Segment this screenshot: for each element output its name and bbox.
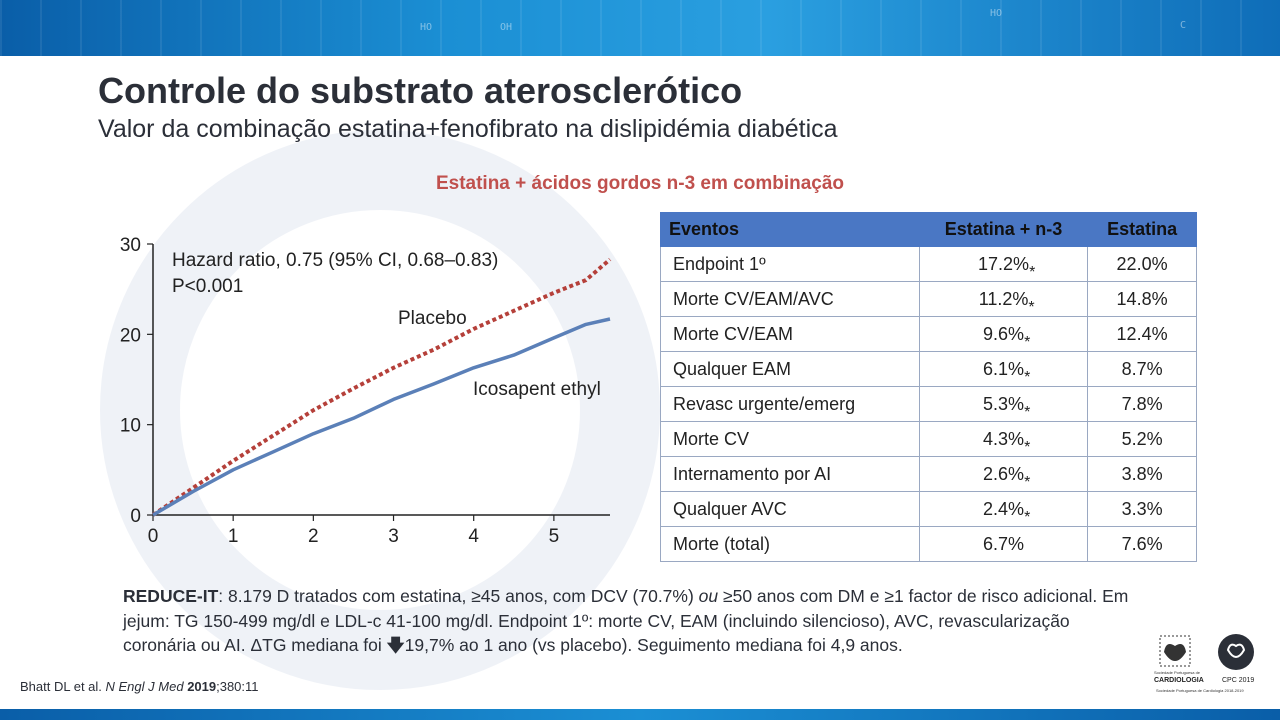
header-estatina-n3: Estatina + n-3 [918,212,1089,247]
table-row: Endpoint 1º 17.2% * 22.0% [660,246,1197,282]
event-label: Qualquer AVC [660,491,920,527]
hazard-ratio-annotation: Hazard ratio, 0.75 (95% CI, 0.68–0.83) [172,250,498,271]
down-arrow-icon: 🡇 [386,635,405,655]
footnote-text: 19,7% ao 1 ano (vs placebo). Seguimento … [404,635,903,655]
significance-star: * [1024,439,1031,456]
event-label: Morte CV/EAM/AVC [660,281,920,317]
table-header-row: Eventos Estatina + n-3 Estatina [660,212,1197,247]
combo-cell: 5.3% * [918,386,1089,422]
footnote-text: ≥50 anos com DM e ≥1 factor de risco adi… [123,586,1129,655]
event-label: Qualquer EAM [660,351,920,387]
significance-star: * [1028,299,1035,316]
events-table: Eventos Estatina + n-3 Estatina Endpoint… [660,212,1197,562]
event-label: Morte CV [660,421,920,457]
event-label: Morte CV/EAM [660,316,920,352]
y-tick-label: 0 [130,506,141,527]
table-row: Internamento por AI 2.6% * 3.8% [660,456,1197,492]
significance-star: * [1024,404,1031,421]
x-tick-label: 4 [468,526,479,547]
statin-cell: 7.6% [1087,526,1197,562]
combo-value: 9.6% [983,323,1025,344]
combo-value: 2.4% [983,498,1025,519]
x-tick-label: 3 [388,526,399,547]
series-line-icosapent [152,317,611,517]
combo-cell: 2.6% * [918,456,1089,492]
combo-value: 2.6% [983,463,1025,484]
combo-value: 5.3% [983,393,1025,414]
statin-cell: 7.8% [1087,386,1197,422]
statin-cell: 22.0% [1087,246,1197,282]
km-chart: 0 1 2 3 4 5 0 10 20 30 Hazard ratio, 0.75 (95% CI… [110,228,630,558]
table-row: Qualquer AVC 2.4% * 3.3% [660,491,1197,527]
slide-title: Controle do substrato aterosclerótico [98,70,743,111]
x-tick-label: 2 [308,526,319,547]
combo-cell: 2.4% * [918,491,1089,527]
table-row: Qualquer EAM 6.1% * 8.7% [660,351,1197,387]
table-row: Morte CV 4.3% * 5.2% [660,421,1197,457]
combo-cell: 9.6% * [918,316,1089,352]
combo-cell: 4.3% * [918,421,1089,457]
society-logos: Sociedade Portuguesa de CARDIOLOGIA CPC … [1150,630,1270,700]
section-title: Estatina + ácidos gordos n-3 em combinaç… [435,173,845,194]
significance-star: * [1024,369,1031,386]
significance-star: * [1029,264,1036,281]
header-eventos: Eventos [660,212,920,247]
statin-cell: 12.4% [1087,316,1197,352]
significance-star: * [1024,509,1031,526]
y-tick-label: 30 [120,235,141,256]
footnote-italic: ou [698,586,719,606]
combo-value: 6.1% [983,358,1025,379]
chart-axes: 0 1 2 3 4 5 0 10 20 30 [120,235,610,547]
study-footnote: REDUCE-IT: 8.179 D tratados com estatina… [123,584,1133,658]
significance-star: * [1024,334,1031,351]
event-label: Internamento por AI [660,456,920,492]
series-label-icosapent: Icosapent ethyl [473,379,601,400]
significance-star: * [1024,474,1031,491]
combo-cell: 11.2% * [918,281,1089,317]
p-value-annotation: P<0.001 [172,276,243,297]
header-estatina: Estatina [1087,212,1197,247]
citation: Bhatt DL et al. N Engl J Med 2019;380:11 [20,679,259,694]
statin-cell: 14.8% [1087,281,1197,317]
spc-logo: Sociedade Portuguesa de CARDIOLOGIA CPC … [1154,634,1254,693]
event-label: Morte (total) [660,526,920,562]
statin-cell: 3.8% [1087,456,1197,492]
series-label-placebo: Placebo [398,308,467,329]
footnote-text: : 8.179 D tratados com estatina, ≥45 ano… [218,586,699,606]
x-tick-label: 5 [549,526,560,547]
header-banner: HO OH HO C [0,0,1280,56]
svg-text:CPC 2019: CPC 2019 [1222,677,1254,684]
table-row: Morte (total) 6.7% 7.6% [660,526,1197,562]
event-label: Revasc urgente/emerg [660,386,920,422]
study-name: REDUCE-IT [123,586,219,606]
svg-text:Sociedade Portuguesa de Cardio: Sociedade Portuguesa de Cardiologia 2018… [1156,688,1244,693]
footer-bar [0,709,1280,720]
combo-value: 6.7% [983,533,1025,554]
km-chart-svg: 0 1 2 3 4 5 0 10 20 30 Hazard ratio, 0.75 (95% CI… [120,235,612,547]
combo-cell: 6.1% * [918,351,1089,387]
chart-series [151,257,612,517]
svg-text:Sociedade Portuguesa de: Sociedade Portuguesa de [1154,670,1201,675]
y-tick-label: 20 [120,325,141,346]
table-row: Morte CV/EAM/AVC 11.2% * 14.8% [660,281,1197,317]
slide-subtitle: Valor da combinação estatina+fenofibrato… [98,115,838,143]
x-tick-label: 0 [148,526,159,547]
svg-text:CARDIOLOGIA: CARDIOLOGIA [1154,677,1204,684]
combo-value: 17.2% [978,253,1030,274]
combo-cell: 17.2% * [918,246,1089,282]
statin-cell: 5.2% [1087,421,1197,457]
statin-cell: 3.3% [1087,491,1197,527]
table-row: Morte CV/EAM 9.6% * 12.4% [660,316,1197,352]
y-tick-label: 10 [120,416,141,437]
series-line-placebo [151,257,612,517]
combo-value: 4.3% [983,428,1025,449]
event-label: Endpoint 1º [660,246,920,282]
statin-cell: 8.7% [1087,351,1197,387]
combo-cell: 6.7% [918,526,1089,562]
table-row: Revasc urgente/emerg 5.3% * 7.8% [660,386,1197,422]
combo-value: 11.2% [978,288,1029,309]
x-tick-label: 1 [228,526,239,547]
